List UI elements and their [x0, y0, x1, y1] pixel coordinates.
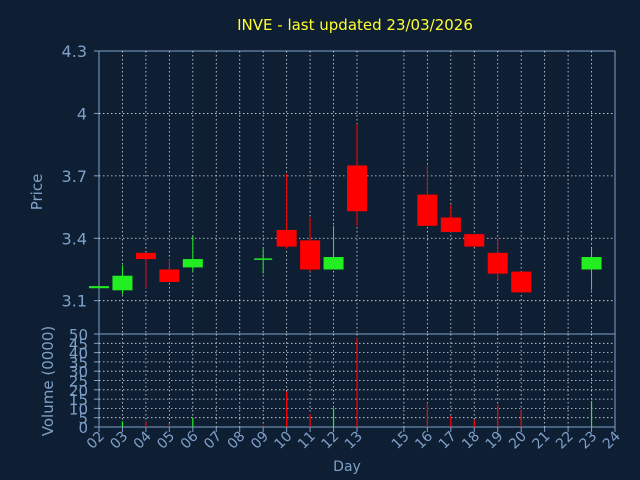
price-y-ticks: 4.3 4 3.7 3.4 3.1 [62, 42, 99, 311]
price-tick-label: 3.1 [62, 292, 87, 311]
candle [276, 173, 297, 249]
volume-bars [121, 337, 593, 427]
volume-bar [121, 421, 124, 427]
x-axis-label: Day [333, 459, 361, 475]
volume-bar [309, 413, 311, 427]
candle [464, 234, 485, 247]
volume-bar [497, 404, 499, 427]
volume-bar [590, 400, 593, 427]
price-tick-label: 4 [77, 104, 87, 123]
price-axis-label: Price [28, 174, 46, 211]
candles [89, 123, 602, 295]
volume-tick-label: 45 [69, 335, 88, 353]
candle-body [135, 252, 156, 260]
price-tick-label: 3.4 [62, 229, 87, 248]
volume-tick-label: 5 [78, 410, 88, 428]
volume-tick-label: 35 [69, 354, 88, 372]
candle [323, 225, 344, 270]
candle-body [581, 257, 602, 270]
volume-bar [473, 419, 475, 427]
volume-bar [520, 410, 522, 427]
volume-bar [450, 415, 452, 427]
candle-body [276, 229, 297, 247]
chart-title: INVE - last updated 23/03/2026 [237, 16, 473, 34]
volume-axis-label: Volume (0000) [39, 326, 57, 436]
candle [112, 265, 133, 295]
volume-tick-label: 0 [78, 419, 88, 437]
candle [581, 248, 602, 291]
volume-bar [356, 337, 358, 427]
volume-tick-label: 30 [69, 363, 88, 381]
volume-tick-label: 40 [69, 345, 88, 363]
candle-body [300, 240, 321, 270]
candle-body [464, 234, 485, 247]
volume-tick-label: 20 [69, 382, 88, 400]
candle-body [159, 269, 180, 282]
candle-body [89, 286, 109, 289]
price-tick-label: 3.7 [62, 167, 87, 186]
candle [159, 259, 180, 282]
candle [135, 252, 156, 289]
volume-bar [426, 402, 428, 427]
candle [417, 165, 438, 226]
candle-body [112, 275, 133, 291]
candle [300, 217, 321, 272]
candle [89, 286, 109, 289]
candle [182, 236, 203, 272]
candle [254, 248, 273, 274]
volume-tick-label: 25 [69, 373, 88, 391]
volume-tick-label: 15 [69, 391, 88, 409]
volume-bar [145, 421, 147, 427]
candle-body [347, 165, 367, 212]
candle [440, 204, 461, 233]
volume-bar [332, 408, 335, 427]
candle-body [440, 217, 461, 233]
candle [487, 238, 508, 280]
price-tick-label: 4.3 [62, 42, 87, 61]
candle-body [487, 252, 508, 274]
candle [511, 271, 532, 293]
candle-body [417, 194, 438, 226]
volume-tick-label: 10 [69, 400, 88, 418]
candle [347, 123, 367, 226]
volume-bar [286, 391, 288, 427]
candle-body [511, 271, 532, 293]
volume-bar [192, 417, 194, 427]
volume-bar [262, 425, 264, 427]
volume-bar [168, 423, 170, 427]
volume-tick-label: 50 [69, 326, 88, 344]
price-panel: 4.3 4 3.7 3.4 3.1 Price [28, 42, 616, 335]
candle-body [182, 259, 203, 268]
candle-body [323, 257, 344, 270]
x-axis-ticks: 02 03 04 05 06 07 08 09 10 11 12 13 15 16 17 18 19 20 21 22… [84, 427, 624, 452]
